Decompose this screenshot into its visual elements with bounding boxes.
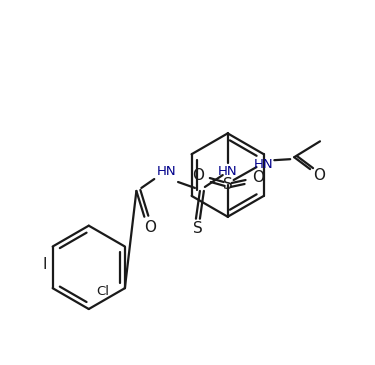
Text: O: O [192, 168, 204, 182]
Text: HN: HN [254, 158, 273, 171]
Text: O: O [313, 168, 325, 182]
Text: S: S [193, 221, 203, 236]
Text: Cl: Cl [96, 285, 109, 298]
Text: O: O [252, 169, 264, 185]
Text: O: O [144, 220, 156, 235]
Text: S: S [223, 177, 232, 192]
Text: HN: HN [218, 165, 237, 178]
Text: I: I [42, 257, 47, 272]
Text: HN: HN [156, 165, 176, 178]
